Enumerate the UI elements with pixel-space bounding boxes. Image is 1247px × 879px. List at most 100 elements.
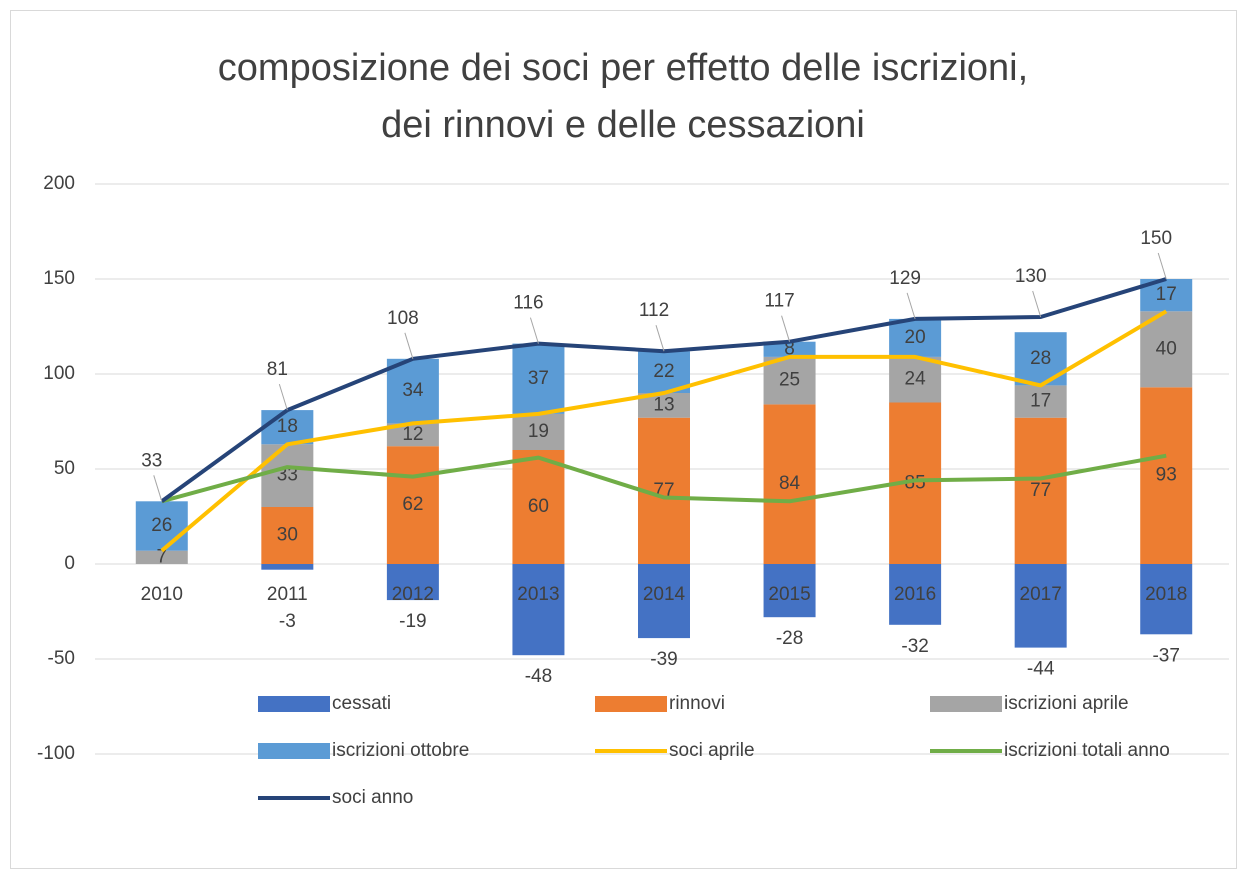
data-label: 19 xyxy=(528,421,549,442)
leader-line xyxy=(529,317,539,344)
bar xyxy=(386,423,439,447)
y-tick-label: -50 xyxy=(48,648,75,669)
data-label: -48 xyxy=(525,666,552,687)
data-label: 17 xyxy=(1156,284,1177,305)
data-label: 7 xyxy=(156,546,167,567)
leader-line xyxy=(1157,252,1167,280)
data-label: 77 xyxy=(1030,480,1051,501)
data-label: -39 xyxy=(650,649,677,670)
bar xyxy=(763,564,816,618)
bar xyxy=(1014,385,1067,418)
y-tick-label: 200 xyxy=(43,173,75,194)
bar xyxy=(889,564,942,625)
data-label: -3 xyxy=(279,611,296,632)
line-series xyxy=(161,453,1167,504)
legend-label: soci aprile xyxy=(669,740,755,761)
y-tick-label: -100 xyxy=(37,743,75,764)
bar xyxy=(135,501,188,551)
x-tick-label: 2011 xyxy=(267,584,308,605)
bar xyxy=(889,318,942,357)
data-label: 93 xyxy=(1156,465,1177,486)
data-label: 108 xyxy=(387,308,419,329)
data-label: 85 xyxy=(905,472,926,493)
data-label: 28 xyxy=(1030,348,1051,369)
data-label: -44 xyxy=(1027,659,1055,680)
data-label: 130 xyxy=(1015,266,1047,287)
data-label: 17 xyxy=(1030,391,1051,412)
bar xyxy=(1014,417,1067,564)
leader-line xyxy=(153,475,163,502)
data-label: 20 xyxy=(905,327,926,348)
bar xyxy=(261,410,314,445)
bar xyxy=(512,413,565,450)
legend-label: cessati xyxy=(332,693,391,714)
data-label: 34 xyxy=(402,380,424,401)
data-label: 33 xyxy=(141,450,162,471)
data-label: 24 xyxy=(905,369,927,390)
x-tick-label: 2010 xyxy=(141,584,183,605)
x-tick-label: 2012 xyxy=(392,584,434,605)
data-label: 26 xyxy=(151,515,172,536)
legend-label: rinnovi xyxy=(669,693,725,714)
legend-swatch xyxy=(258,743,330,759)
data-label: -32 xyxy=(901,636,928,657)
legend-swatch xyxy=(258,696,330,712)
y-tick-label: 100 xyxy=(43,363,75,384)
bar xyxy=(638,564,690,639)
bar xyxy=(1140,311,1193,388)
bar xyxy=(386,446,439,564)
data-label: 18 xyxy=(277,416,298,437)
y-tick-label: 50 xyxy=(54,458,75,479)
data-label: 129 xyxy=(889,268,921,289)
leader-line xyxy=(404,332,414,359)
legend-label: iscrizioni totali anno xyxy=(1004,740,1170,761)
data-label: 40 xyxy=(1156,338,1177,359)
leader-line xyxy=(1032,290,1042,318)
bar xyxy=(512,564,565,656)
data-label: 13 xyxy=(653,394,674,415)
legend-swatch xyxy=(595,696,667,712)
bar xyxy=(386,358,439,424)
bar xyxy=(889,356,942,403)
bar xyxy=(135,550,188,564)
bar xyxy=(763,404,816,564)
legend-label: iscrizioni ottobre xyxy=(332,740,469,761)
data-label: 150 xyxy=(1140,228,1172,249)
data-label: 81 xyxy=(267,359,288,380)
data-label: 60 xyxy=(528,496,549,517)
chart-title: dei rinnovi e delle cessazioni xyxy=(381,104,865,146)
bar xyxy=(261,507,314,564)
data-label: 112 xyxy=(639,300,669,321)
x-tick-label: 2014 xyxy=(643,584,686,605)
data-label: 30 xyxy=(277,525,298,546)
data-label: 8 xyxy=(784,338,795,359)
data-label: -37 xyxy=(1152,645,1179,666)
bar xyxy=(1014,564,1067,648)
leader-line xyxy=(781,315,791,342)
leader-line xyxy=(906,292,916,320)
bar xyxy=(512,450,565,564)
bar xyxy=(1140,564,1193,635)
bar xyxy=(386,564,439,601)
data-label: 62 xyxy=(402,494,423,515)
data-label: -19 xyxy=(399,611,426,632)
leader-line xyxy=(278,383,288,411)
y-tick-label: 150 xyxy=(43,268,75,289)
x-tick-label: 2013 xyxy=(517,584,559,605)
x-tick-label: 2017 xyxy=(1020,584,1062,605)
bar xyxy=(261,564,314,570)
data-label: 117 xyxy=(764,291,794,312)
data-label: 12 xyxy=(402,424,423,445)
x-tick-label: 2016 xyxy=(894,584,936,605)
data-label: -28 xyxy=(776,628,803,649)
bar xyxy=(1140,387,1193,564)
bar xyxy=(261,444,314,507)
legend-label: soci anno xyxy=(332,787,413,808)
data-label: 25 xyxy=(779,370,800,391)
data-label: 116 xyxy=(513,293,543,314)
bar xyxy=(512,343,565,414)
chart-title: composizione dei soci per effetto delle … xyxy=(218,47,1028,89)
data-label: 84 xyxy=(779,473,801,494)
bar xyxy=(763,356,816,405)
